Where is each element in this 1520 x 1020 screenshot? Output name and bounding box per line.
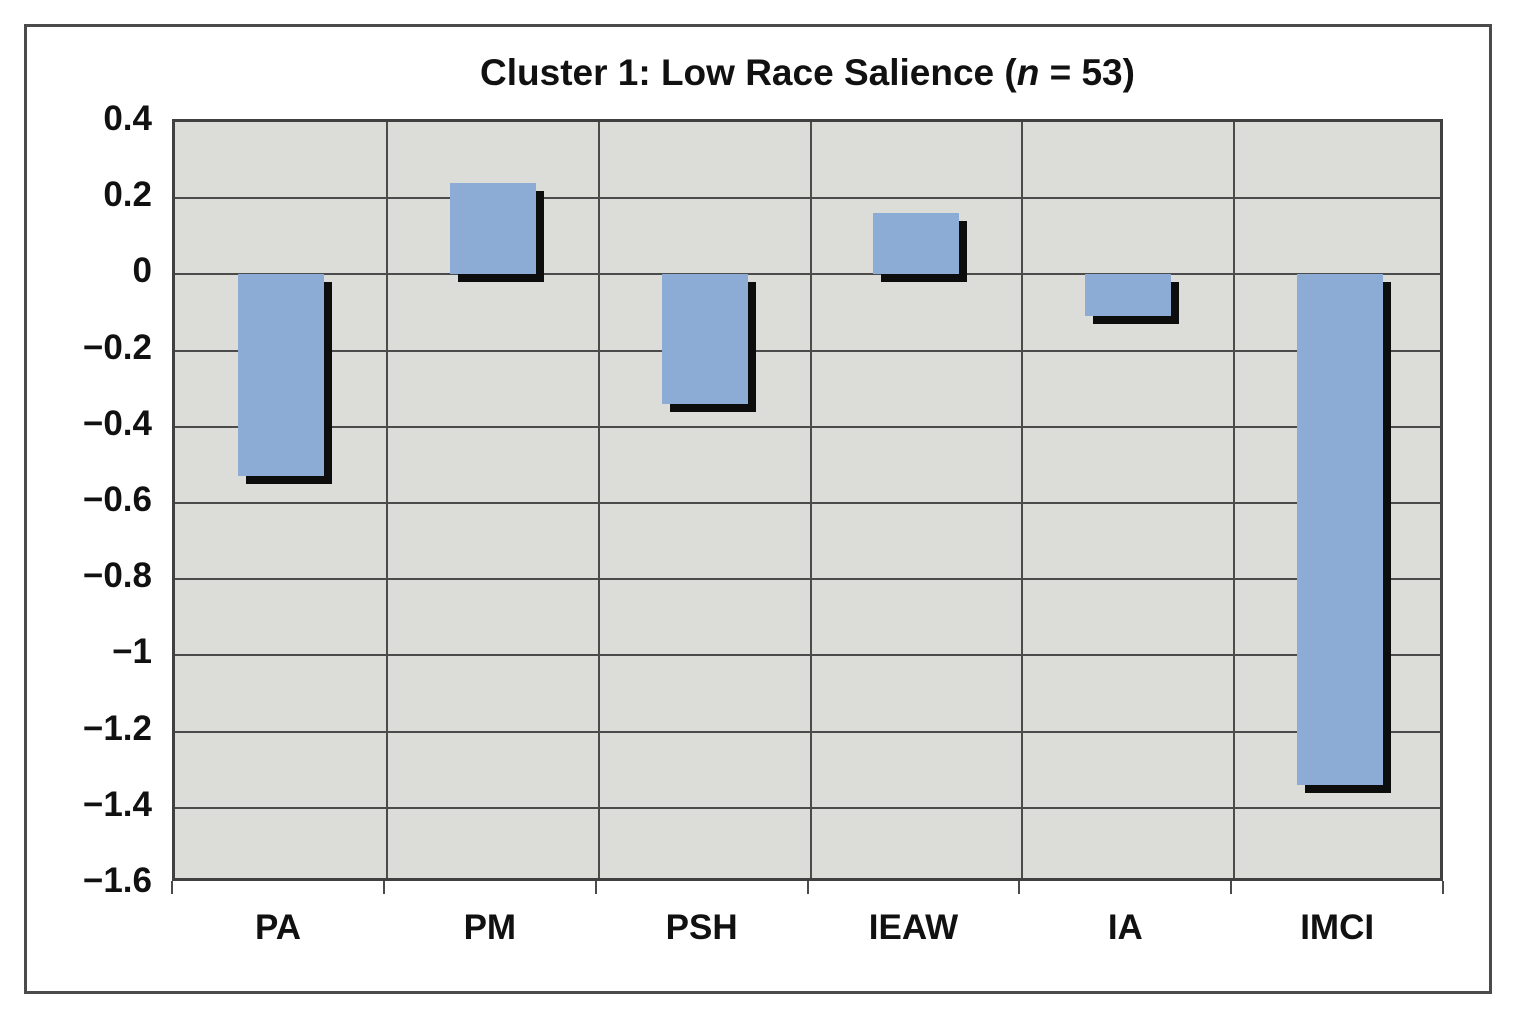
chart-title: Cluster 1: Low Race Salience (n = 53) [172,52,1443,94]
y-axis-tick-label: −0.6 [82,480,152,519]
y-axis-tick-label: −0.2 [82,327,152,367]
y-axis-tick-label: −0.8 [82,556,152,596]
gridline-horizontal [175,806,1440,809]
y-axis-tick-label: 0.4 [103,99,152,138]
x-axis-tick-mark [171,881,173,894]
gridline-horizontal [175,502,1440,504]
x-axis-tick-mark [806,881,809,894]
chart-title-n: n [1016,52,1040,93]
x-axis-category-label: PSH [665,908,738,947]
y-axis-tick-label: 0 [132,251,152,291]
gridline-vertical [597,122,600,878]
bar-psh [661,274,748,404]
gridline-vertical [1021,122,1024,878]
gridline-horizontal [175,273,1440,276]
x-axis-tick-mark [1442,881,1444,894]
gridline-horizontal [175,578,1440,581]
gridline-vertical [1233,122,1236,878]
plot-area [172,119,1443,881]
chart-title-prefix: Cluster 1: Low Race Salience ( [480,52,1017,93]
x-axis-category-label: PA [254,908,302,947]
bar-ieaw [873,213,960,275]
x-axis-category-label: IEAW [868,908,959,947]
chart-title-suffix: = 53) [1039,52,1135,93]
x-axis-category-label: IA [1107,908,1143,947]
bar-pm [449,182,536,275]
x-axis-tick-mark [1230,881,1233,894]
gridline-horizontal [175,197,1440,200]
y-axis-tick-label: −1.4 [82,784,152,824]
gridline-vertical [385,122,388,878]
y-axis-tick-label: −1.2 [82,708,152,748]
x-axis-tick-mark [1018,881,1021,894]
gridline-vertical [809,122,812,878]
y-axis-tick-label: −0.4 [82,403,152,443]
x-axis-tick-mark [594,881,597,894]
gridline-horizontal [175,730,1440,733]
y-axis-tick-label: −1 [112,632,152,672]
bar-imci [1297,274,1384,785]
y-axis-tick-label: −1.6 [82,861,152,900]
x-axis-category-label: PM [463,908,517,947]
bar-ia [1085,274,1172,317]
gridline-horizontal [175,349,1440,352]
bar-pa [237,274,324,477]
x-axis-tick-mark [382,881,385,894]
gridline-horizontal [175,425,1440,428]
x-axis-category-label: IMCI [1300,908,1375,947]
y-axis-tick-label: 0.2 [103,175,152,215]
gridline-horizontal [175,654,1440,657]
